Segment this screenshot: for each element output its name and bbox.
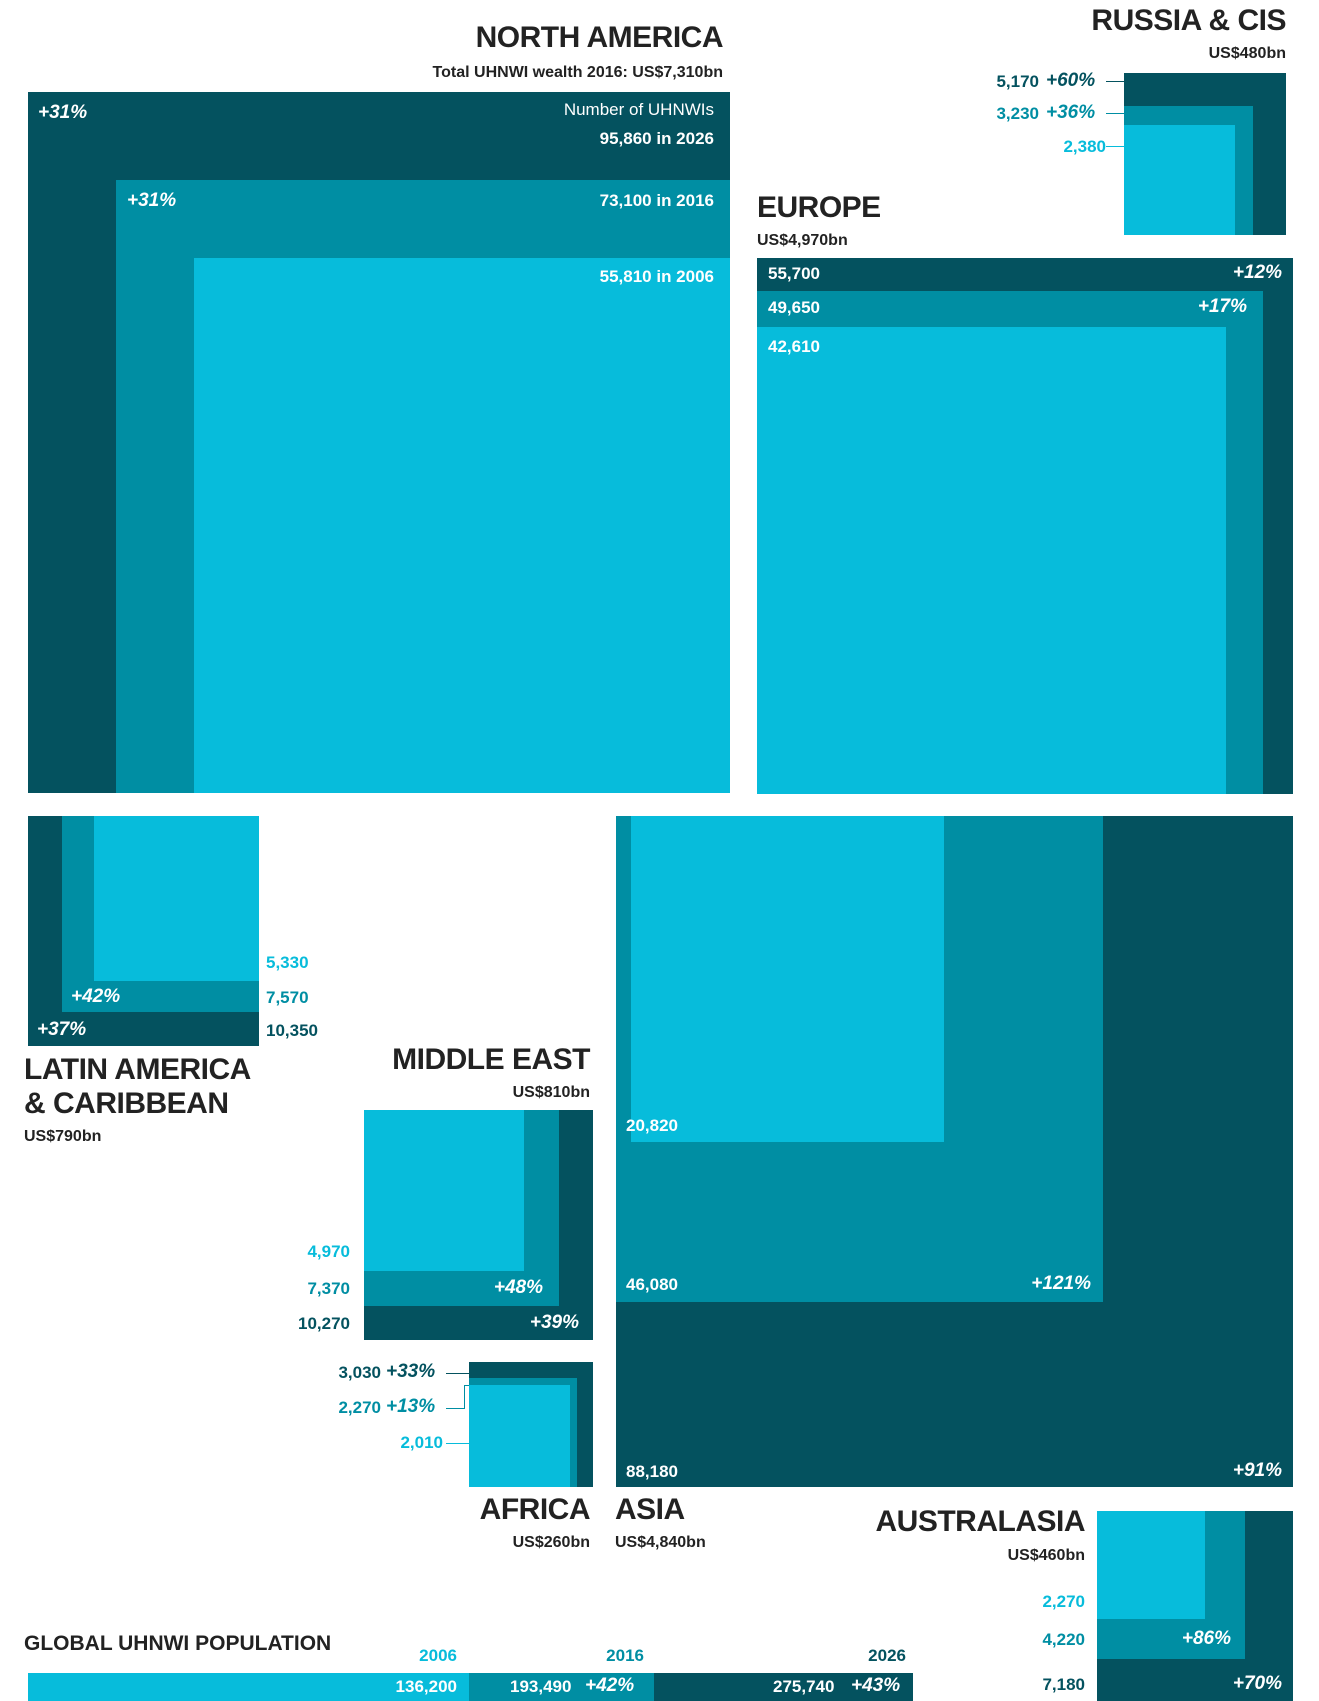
- north-america-caption: Number of UHNWIs: [563, 100, 714, 119]
- north-america-title: NORTH AMERICA: [475, 21, 724, 54]
- europe-label-2006: 42,610: [768, 337, 820, 356]
- europe-wealth: US$4,970bn: [757, 232, 848, 249]
- africa-leader-2016-tip: [464, 1385, 469, 1386]
- global-bar-2006: [28, 1673, 469, 1701]
- asia-label-2006: 20,820: [626, 1116, 678, 1135]
- global-label-2006: 136,200: [395, 1677, 457, 1696]
- latam-label-2016: 7,570: [266, 988, 309, 1007]
- middle-east-2006-square: [364, 1110, 524, 1271]
- russia-cis-label-2006: 2,380: [1063, 137, 1106, 156]
- australasia-label-2016: 4,220: [1042, 1630, 1085, 1649]
- europe-2006-square: [757, 327, 1226, 794]
- russia-cis-label-2026: 5,170: [996, 72, 1039, 91]
- europe-title: EUROPE: [757, 191, 881, 224]
- europe-label-2016: 49,650: [768, 298, 820, 317]
- global-growth-2026: +43%: [851, 1675, 901, 1696]
- russia-cis-leader-2006: [1106, 146, 1124, 147]
- australasia-label-2006: 2,270: [1042, 1592, 1085, 1611]
- africa-2006-square: [469, 1385, 570, 1487]
- middle-east-growth-2026: +39%: [529, 1312, 579, 1333]
- global-year-2026: 2026: [868, 1646, 906, 1665]
- russia-cis-title: RUSSIA & CIS: [1091, 4, 1286, 37]
- north-america-label-2006: 55,810 in 2006: [599, 267, 714, 286]
- africa-label-2016: 2,270: [338, 1398, 381, 1417]
- north-america-2006-square: [194, 258, 730, 793]
- asia-label-2026: 88,180: [626, 1462, 678, 1481]
- middle-east-title: MIDDLE EAST: [392, 1043, 590, 1076]
- europe-growth-2016: +17%: [1197, 296, 1247, 317]
- africa-title: AFRICA: [479, 1493, 591, 1526]
- middle-east-label-2016: 7,370: [307, 1279, 350, 1298]
- europe-growth-2026: +12%: [1232, 262, 1282, 283]
- latam-wealth: US$790bn: [24, 1128, 102, 1145]
- australasia-growth-2026: +70%: [1232, 1673, 1282, 1694]
- latam-label-2026: 10,350: [266, 1021, 318, 1040]
- russia-cis-label-2016: 3,230: [996, 104, 1039, 123]
- middle-east-label-2006: 4,970: [307, 1242, 350, 1261]
- global-title: GLOBAL UHNWI POPULATION: [24, 1632, 332, 1655]
- global-label-2016: 193,490: [510, 1677, 572, 1696]
- asia-2006-square: [631, 816, 944, 1142]
- middle-east-label-2026: 10,270: [298, 1314, 350, 1333]
- middle-east-growth-2016: +48%: [493, 1277, 543, 1298]
- middle-east-wealth: US$810bn: [512, 1084, 590, 1101]
- africa-leader-2016: [446, 1408, 464, 1409]
- asia-growth-2016: +121%: [1031, 1273, 1091, 1294]
- latam-growth-2026: +37%: [37, 1019, 87, 1040]
- australasia-title: AUSTRALASIA: [875, 1505, 1086, 1538]
- australasia-2006-square: [1097, 1511, 1205, 1619]
- north-america-label-2026: 95,860 in 2026: [599, 129, 714, 148]
- africa-growth-2016: +13%: [386, 1396, 436, 1417]
- russia-cis-leader-2016: [1106, 113, 1124, 114]
- latam-label-2006: 5,330: [266, 953, 309, 972]
- north-america-growth-2026: +31%: [38, 102, 88, 123]
- africa-label-2006: 2,010: [400, 1433, 443, 1452]
- russia-cis-growth-2026: +60%: [1046, 70, 1096, 91]
- asia-label-2016: 46,080: [626, 1275, 678, 1294]
- global-year-2006: 2006: [419, 1646, 457, 1665]
- latam-growth-2016: +42%: [71, 986, 121, 1007]
- russia-cis-wealth: US$480bn: [1208, 45, 1286, 62]
- russia-cis-leader-2026: [1106, 81, 1124, 82]
- australasia-growth-2016: +86%: [1181, 1628, 1231, 1649]
- global-bar-2016: [469, 1673, 654, 1701]
- north-america-label-2016: 73,100 in 2016: [599, 191, 714, 210]
- global-year-2016: 2016: [606, 1646, 644, 1665]
- global-label-2026: 275,740: [773, 1677, 835, 1696]
- australasia-wealth: US$460bn: [1007, 1547, 1085, 1564]
- global-bar-2026: [654, 1673, 913, 1701]
- north-america-wealth: Total UHNWI wealth 2016: US$7,310bn: [432, 64, 723, 81]
- australasia-label-2026: 7,180: [1042, 1675, 1085, 1694]
- latam-title-line2: & CARIBBEAN: [24, 1087, 229, 1120]
- asia-growth-2026: +91%: [1232, 1460, 1282, 1481]
- africa-leader-2016-riser: [464, 1385, 465, 1409]
- europe-label-2026: 55,700: [768, 264, 820, 283]
- latam-2006-square: [94, 816, 259, 981]
- russia-cis-growth-2016: +36%: [1046, 102, 1096, 123]
- africa-leader-2006: [446, 1443, 469, 1444]
- africa-wealth: US$260bn: [512, 1534, 590, 1551]
- global-growth-2016: +42%: [585, 1675, 635, 1696]
- africa-leader-2026: [446, 1373, 469, 1374]
- russia-cis-2006-square: [1124, 125, 1235, 235]
- latam-title-line1: LATIN AMERICA: [24, 1053, 251, 1086]
- north-america-growth-2016: +31%: [127, 190, 177, 211]
- asia-wealth: US$4,840bn: [615, 1534, 706, 1551]
- asia-title: ASIA: [615, 1493, 685, 1526]
- africa-label-2026: 3,030: [338, 1363, 381, 1382]
- africa-growth-2026: +33%: [386, 1361, 436, 1382]
